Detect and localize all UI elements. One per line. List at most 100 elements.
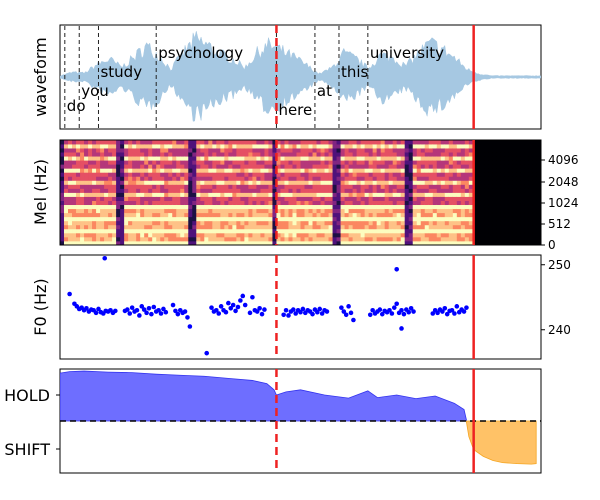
mel-cell — [404, 224, 410, 230]
mel-cell — [240, 240, 245, 245]
mel-cell — [292, 160, 297, 165]
mel-cell — [452, 140, 458, 145]
mel-cell — [264, 140, 269, 145]
mel-cell — [104, 188, 109, 193]
mel-cell — [88, 164, 93, 169]
mel-cell — [504, 160, 510, 165]
mel-cell — [524, 156, 530, 161]
mel-cell — [424, 160, 430, 165]
mel-cell — [160, 212, 165, 218]
mel-cell — [528, 224, 534, 230]
mel-cell — [128, 164, 133, 169]
mel-cell — [112, 144, 117, 149]
mel-cell — [172, 148, 177, 153]
mel-cell — [380, 152, 386, 157]
mel-cell — [340, 196, 345, 201]
mel-cell — [196, 232, 201, 238]
mel-cell — [212, 236, 217, 242]
mel-cell — [408, 204, 414, 210]
mel-cell — [288, 212, 293, 218]
mel-cell — [428, 196, 434, 201]
mel-cell — [96, 232, 101, 238]
mel-cell — [476, 220, 482, 226]
mel-cell — [348, 184, 354, 189]
mel-cell — [180, 184, 185, 189]
mel-cell — [84, 156, 89, 161]
mel-cell — [120, 168, 125, 173]
mel-cell — [228, 156, 233, 161]
mel-cell — [436, 168, 442, 173]
mel-cell — [104, 232, 109, 238]
mel-cell — [320, 184, 325, 189]
mel-cell — [468, 204, 474, 210]
mel-cell — [244, 172, 249, 177]
mel-cell — [220, 204, 225, 210]
mel-cell — [408, 212, 414, 218]
mel-cell — [72, 192, 77, 197]
mel-cell — [480, 200, 486, 206]
mel-cell — [480, 220, 486, 226]
mel-cell — [88, 172, 93, 177]
mel-cell — [136, 228, 141, 234]
mel-cell — [372, 204, 378, 210]
mel-cell — [408, 184, 414, 189]
mel-cell — [312, 140, 317, 145]
mel-cell — [536, 168, 541, 173]
mel-cell — [160, 196, 165, 201]
mel-cell — [492, 216, 498, 222]
mel-cell — [120, 208, 125, 214]
mel-cell — [208, 236, 213, 242]
mel-cell — [376, 140, 382, 145]
mel-cell — [116, 180, 121, 185]
mel-cell — [64, 156, 69, 161]
mel-cell — [336, 148, 341, 153]
mel-cell — [380, 236, 386, 242]
mel-cell — [84, 172, 89, 177]
mel-cell — [192, 216, 197, 222]
mel-cell — [232, 152, 237, 157]
mel-cell — [252, 216, 257, 222]
mel-cell — [356, 196, 362, 201]
mel-cell — [176, 156, 181, 161]
mel-cell — [260, 192, 265, 197]
mel-cell — [384, 208, 390, 214]
mel-cell — [324, 188, 329, 193]
mel-cell — [132, 228, 137, 234]
mel-cell — [376, 144, 382, 149]
mel-cell — [112, 240, 117, 245]
mel-cell — [400, 168, 406, 173]
mel-cell — [232, 196, 237, 201]
mel-cell — [532, 180, 538, 185]
mel-cell — [396, 160, 402, 165]
mel-cell — [140, 196, 145, 201]
mel-cell — [420, 144, 426, 149]
mel-cell — [472, 152, 478, 157]
mel-cell — [536, 180, 541, 185]
mel-cell — [164, 196, 169, 201]
mel-cell — [432, 172, 438, 177]
mel-cell — [268, 204, 273, 210]
mel-cell — [128, 156, 133, 161]
mel-cell — [136, 180, 141, 185]
mel-cell — [152, 236, 157, 242]
mel-cell — [444, 160, 450, 165]
mel-cell — [432, 204, 438, 210]
mel-cell — [216, 200, 221, 206]
mel-cell — [180, 212, 185, 218]
mel-cell — [392, 220, 398, 226]
mel-cell — [396, 144, 402, 149]
mel-cell — [532, 232, 538, 238]
mel-cell — [496, 156, 502, 161]
mel-cell — [512, 228, 518, 234]
mel-cell — [136, 188, 141, 193]
mel-cell — [352, 228, 358, 234]
mel-cell — [312, 176, 317, 181]
mel-cell — [468, 232, 474, 238]
mel-cell — [164, 152, 169, 157]
mel-cell — [108, 168, 113, 173]
mel-cell — [488, 184, 494, 189]
mel-cell — [464, 232, 470, 238]
mel-cell — [292, 148, 297, 153]
mel-cell — [292, 172, 297, 177]
mel-cell — [296, 204, 301, 210]
